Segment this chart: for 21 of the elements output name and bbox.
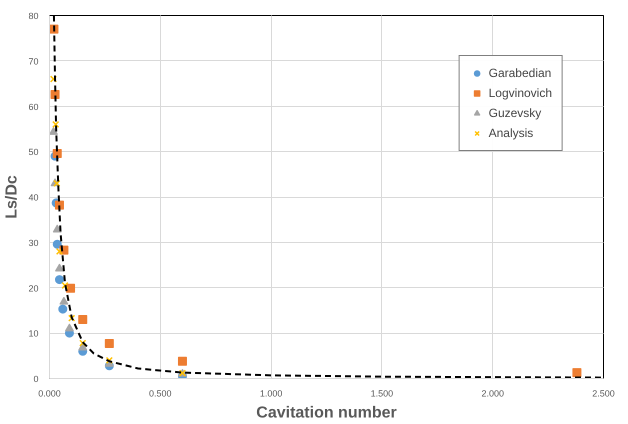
legend-label: Garabedian xyxy=(488,66,552,80)
y-tick-label: 20 xyxy=(28,283,39,294)
x-tick-label: 1.000 xyxy=(260,388,282,398)
y-tick-label: 60 xyxy=(28,102,39,112)
x-tick-label: 2.500 xyxy=(592,388,615,398)
x-tick-label: 1.500 xyxy=(370,388,394,398)
y-tick-label: 70 xyxy=(28,56,39,66)
legend-label: Logvinovich xyxy=(488,86,552,100)
y-tick-label: 50 xyxy=(28,147,39,158)
legend-label: Analysis xyxy=(488,126,534,140)
y-tick-label: 80 xyxy=(28,11,39,21)
y-tick-label: 10 xyxy=(28,328,39,339)
x-axis-title: Cavitation number xyxy=(256,404,397,422)
x-tick-label: 0.500 xyxy=(149,388,172,398)
x-tick-label: 0.000 xyxy=(38,388,61,398)
legend-label: Guzevsky xyxy=(488,106,542,120)
y-tick-label: 0 xyxy=(33,374,39,384)
x-tick-label: 2.000 xyxy=(481,388,504,398)
y-axis-title: Ls/Dc xyxy=(3,175,20,219)
y-tick-label: 30 xyxy=(28,238,39,248)
y-tick-label: 40 xyxy=(28,192,39,202)
